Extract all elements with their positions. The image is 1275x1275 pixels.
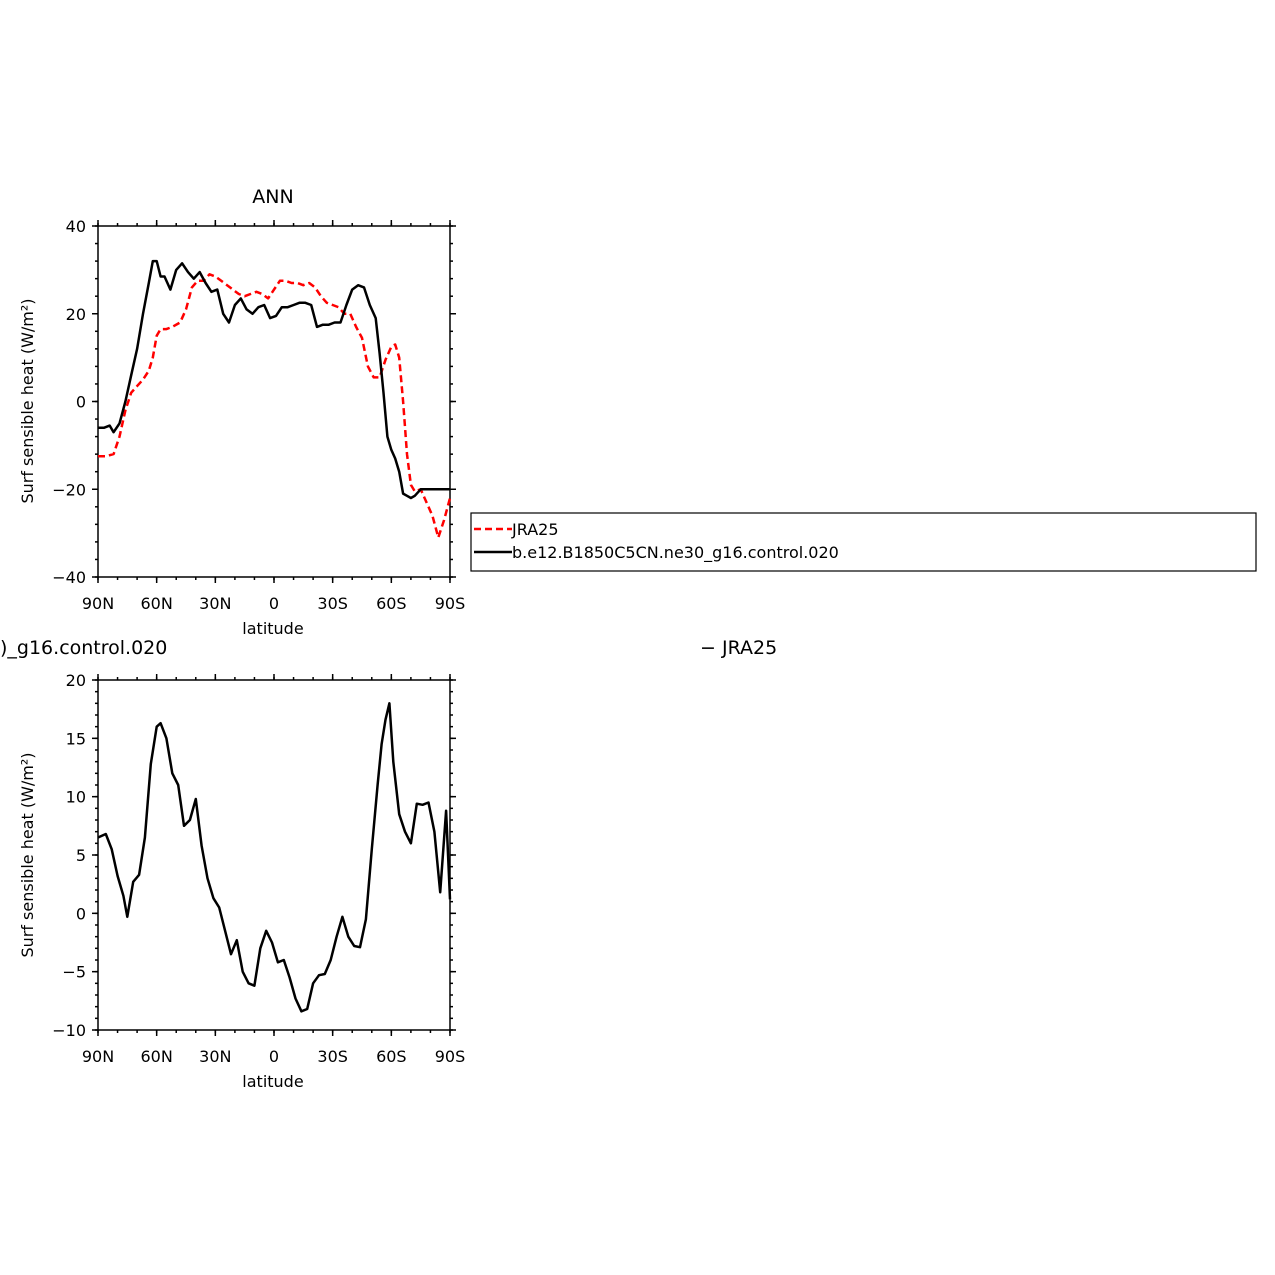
panel-1-x-tick-labels: 90N 60N 30N 0 30S 60S 90S: [82, 594, 465, 613]
panel-1-y-tick-labels: −40 −20 0 20 40: [52, 217, 86, 587]
panel-2-title-right-fragment: − JRA25: [700, 637, 777, 659]
y-tick-label: 20: [66, 671, 86, 690]
panel-1-series-line-b: [98, 259, 450, 500]
panel-1-ticks: [92, 220, 456, 583]
x-tick-label: 0: [269, 594, 279, 613]
panel-1: ANN −40 −20 0 20 40 90N 60N 30N 0 30S 60S 90S lati…: [18, 186, 465, 638]
x-tick-label: 60S: [376, 594, 407, 613]
x-tick-label: 30N: [199, 1047, 231, 1066]
panel-1-y-axis-label: Surf sensible heat (W/m²): [18, 298, 37, 503]
y-tick-label: 10: [66, 788, 86, 807]
panel-1-x-axis-label: latitude: [242, 619, 303, 638]
panel-2: )_g16.control.020 − JRA25 −10−505101520 …: [0, 637, 777, 1091]
y-tick-label: 0: [76, 904, 86, 923]
y-tick-label: 5: [76, 846, 86, 865]
panel-2-x-tick-labels: 90N 60N 30N 0 30S 60S 90S: [82, 1047, 465, 1066]
panel-1-series: [98, 259, 452, 539]
panel-1-title: ANN: [252, 186, 293, 208]
x-tick-label: 30N: [199, 594, 231, 613]
y-tick-label: −40: [52, 568, 86, 587]
legend: JRA25 b.e12.B1850C5CN.ne30_g16.control.0…: [470, 512, 1257, 572]
y-tick-label: −20: [52, 480, 86, 499]
x-tick-label: 90N: [82, 1047, 114, 1066]
legend-label-model: b.e12.B1850C5CN.ne30_g16.control.020: [512, 543, 839, 563]
x-tick-label: 0: [269, 1047, 279, 1066]
panel-2-series: [97, 702, 452, 1013]
y-tick-label: 15: [66, 729, 86, 748]
legend-label-jra25: JRA25: [511, 520, 559, 539]
x-tick-label: 30S: [317, 1047, 348, 1066]
panel-1-series-line-jra25: [98, 273, 452, 539]
y-tick-label: 0: [76, 393, 86, 412]
x-tick-label: 60N: [141, 594, 173, 613]
panel-2-title-left-fragment: )_g16.control.020: [0, 637, 167, 659]
x-tick-label: 60S: [376, 1047, 407, 1066]
panel-2-x-axis-label: latitude: [242, 1072, 303, 1091]
panel-2-series-line-difference: [97, 702, 452, 1013]
y-tick-label: −5: [62, 963, 86, 982]
panel-2-ticks: [92, 674, 456, 1036]
y-tick-label: 40: [66, 217, 86, 236]
panel-2-y-tick-labels: −10 −5 0 5 10 15 20: [52, 671, 86, 1040]
y-tick-label: 20: [66, 305, 86, 324]
legend-box: [470, 512, 1257, 572]
x-tick-label: 60N: [141, 1047, 173, 1066]
x-tick-label: 90N: [82, 594, 114, 613]
x-tick-label: 30S: [317, 594, 348, 613]
y-tick-label: −10: [52, 1021, 86, 1040]
x-tick-label: 90S: [435, 1047, 466, 1066]
x-tick-label: 90S: [435, 594, 466, 613]
panel-2-frame: [97, 679, 451, 1031]
panel-2-y-axis-label: Surf sensible heat (W/m²): [18, 752, 37, 957]
